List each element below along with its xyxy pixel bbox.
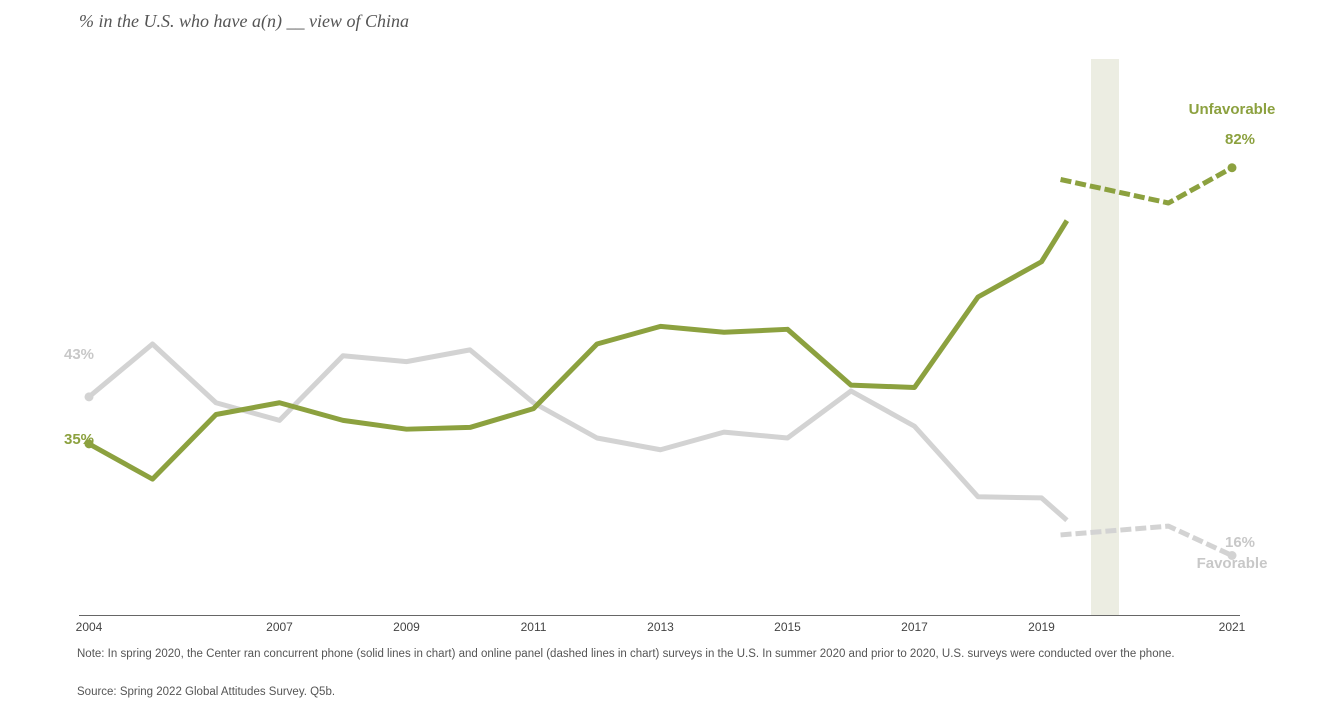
x-tick-label: 2011 bbox=[521, 620, 547, 634]
x-tick-label: 2009 bbox=[393, 620, 420, 634]
unfavorable-start-point bbox=[84, 439, 94, 449]
unfavorable-end-point bbox=[1227, 163, 1237, 173]
x-tick-label: 2021 bbox=[1219, 620, 1246, 634]
line-chart: 2004 2007 2009 2011 2013 2015 2017 2019 2021 43% 3… bbox=[64, 59, 1276, 634]
x-tick-label: 2013 bbox=[647, 620, 674, 634]
favorable-end-label: 16% bbox=[1225, 534, 1255, 551]
unfavorable-online-line bbox=[1060, 165, 1234, 206]
favorable-phone-line bbox=[87, 341, 1069, 523]
favorable-end-point bbox=[1227, 551, 1237, 560]
chart-note: Note: In spring 2020, the Center ran con… bbox=[77, 648, 1175, 660]
unfavorable-start-label: 35% bbox=[64, 431, 94, 448]
x-tick-label: 2015 bbox=[774, 620, 801, 634]
unfavorable-series-label: Unfavorable bbox=[1189, 101, 1276, 118]
survey-mode-band bbox=[1091, 59, 1119, 615]
chart-subtitle: % in the U.S. who have a(n) __ view of C… bbox=[79, 11, 409, 31]
x-tick-label: 2017 bbox=[901, 620, 928, 634]
x-tick-label: 2019 bbox=[1028, 620, 1055, 634]
chart-source: Source: Spring 2022 Global Attitudes Sur… bbox=[77, 686, 336, 698]
unfavorable-end-label: 82% bbox=[1225, 131, 1255, 148]
unfavorable-phone-line bbox=[87, 219, 1070, 482]
x-tick-label: 2004 bbox=[76, 620, 103, 634]
favorable-online-line bbox=[1060, 523, 1234, 558]
x-tick-label: 2007 bbox=[266, 620, 293, 634]
favorable-start-point bbox=[84, 392, 94, 402]
favorable-start-label: 43% bbox=[64, 346, 94, 363]
favorable-series-label: Favorable bbox=[1197, 555, 1268, 572]
